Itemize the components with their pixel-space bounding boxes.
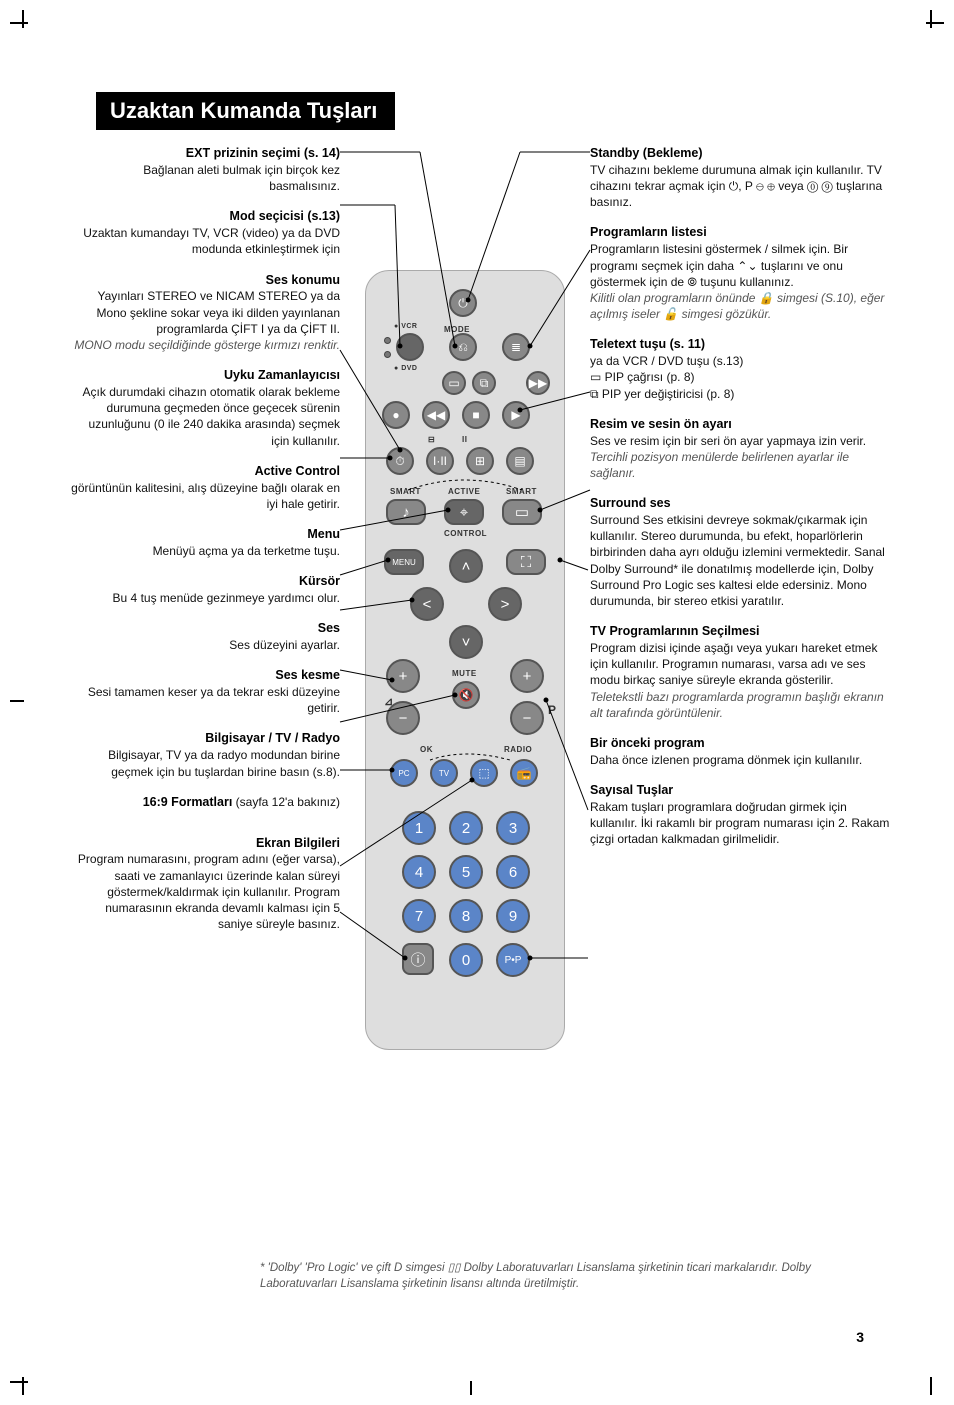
mode-button[interactable]	[396, 333, 424, 361]
smart-l-label: SMART	[390, 487, 421, 496]
key-2[interactable]: 2	[449, 811, 483, 845]
vcr-dot	[384, 337, 391, 344]
p-up[interactable]: +	[510, 659, 544, 693]
radio-label: RADIO	[504, 745, 532, 754]
sect-onceki: Bir önceki programDaha önce izlenen prog…	[590, 735, 890, 768]
left-column: EXT prizinin seçimi (s. 14)Bağlanan alet…	[70, 145, 340, 946]
key-9[interactable]: 9	[496, 899, 530, 933]
vol-label: ⊿	[384, 695, 394, 708]
page-title: Uzaktan Kumanda Tuşları	[96, 92, 395, 130]
vcr-label: ● VCR	[394, 323, 417, 330]
mute-label: MUTE	[452, 669, 477, 678]
mute-button[interactable]: 🔇	[452, 681, 480, 709]
key-0[interactable]: 0	[449, 943, 483, 977]
stop-button[interactable]: ■	[462, 401, 490, 429]
pc-button[interactable]: PC	[390, 759, 418, 787]
teletext-button[interactable]: ⊞	[466, 447, 494, 475]
sect-mode: Mod seçicisi (s.13)Uzaktan kumandayı TV,…	[70, 208, 340, 257]
rec-button[interactable]: ●	[382, 401, 410, 429]
rew-button[interactable]: ◀◀	[422, 401, 450, 429]
sect-ses-konumu: Ses konumuYayınları STEREO ve NICAM STER…	[70, 272, 340, 354]
key-1[interactable]: 1	[402, 811, 436, 845]
list-button[interactable]: ≣	[502, 333, 530, 361]
sect-teletext: Teletext tuşu (s. 11)ya da VCR / DVD tuş…	[590, 336, 890, 401]
sect-bilgisayar: Bilgisayar / TV / RadyoBilgisayar, TV ya…	[70, 730, 340, 779]
tv-button[interactable]: TV	[430, 759, 458, 787]
sect-standby: Standby (Bekleme)TV cihazını bekleme dur…	[590, 145, 890, 210]
sect-program-list: Programların listesiProgramların listesi…	[590, 224, 890, 322]
sect-ekran: Ekran BilgileriProgram numarasını, progr…	[70, 835, 340, 933]
sect-uyku: Uyku ZamanlayıcısıAçık durumdaki cihazın…	[70, 367, 340, 449]
info-button[interactable]: ⓘ	[402, 943, 434, 975]
control-label: CONTROL	[444, 529, 487, 538]
dvd-dot	[384, 351, 391, 358]
right-column: Standby (Bekleme)TV cihazını bekleme dur…	[590, 145, 890, 861]
sect-ext: EXT prizinin seçimi (s. 14)Bağlanan alet…	[70, 145, 340, 194]
sect-sayisal: Sayısal TuşlarRakam tuşları programlara …	[590, 782, 890, 847]
cursor-up[interactable]: ˄	[449, 549, 483, 583]
teletext2-button[interactable]: ▤	[506, 447, 534, 475]
pause-label: II	[462, 435, 467, 444]
key-7[interactable]: 7	[402, 899, 436, 933]
sect-kursor: KürsörBu 4 tuş menüde gezinmeye yardımcı…	[70, 573, 340, 606]
standby-button[interactable]: ⏻	[449, 289, 477, 317]
cursor-right[interactable]: ˃	[488, 587, 522, 621]
sect-resim-sesin: Resim ve sesin ön ayarıSes ve resim için…	[590, 416, 890, 481]
smart-r-label: SMART	[506, 487, 537, 496]
ok-label: OK	[420, 745, 433, 754]
sleep-button[interactable]: ⏱	[386, 447, 414, 475]
cursor-left[interactable]: ˂	[410, 587, 444, 621]
key-4[interactable]: 4	[402, 855, 436, 889]
sect-tv-prog: TV Programlarının SeçilmesiProgram dizis…	[590, 623, 890, 721]
pp-button[interactable]: P•P	[496, 943, 530, 977]
menu-button[interactable]: MENU	[384, 549, 424, 575]
key-3[interactable]: 3	[496, 811, 530, 845]
key-5[interactable]: 5	[449, 855, 483, 889]
footnote: * 'Dolby' 'Pro Logic' ve çift D simgesi …	[260, 1260, 840, 1292]
key-8[interactable]: 8	[449, 899, 483, 933]
sect-ses-kesme: Ses kesmeSesi tamamen keser ya da tekrar…	[70, 667, 340, 716]
text-label: ⊟	[428, 435, 435, 444]
cursor-down[interactable]: ˅	[449, 625, 483, 659]
radio-button[interactable]: 📻	[510, 759, 538, 787]
vol-up[interactable]: +	[386, 659, 420, 693]
sect-menu: MenuMenüyü açma ya da terketme tuşu.	[70, 526, 340, 559]
p-down[interactable]: −	[510, 701, 544, 735]
p-label: P	[548, 703, 557, 717]
pip-button[interactable]: ▭	[442, 371, 466, 395]
active-label: ACTIVE	[448, 487, 480, 496]
ff-button[interactable]: ▶▶	[526, 371, 550, 395]
sect-active-control: Active Controlgörüntünün kalitesini, alı…	[70, 463, 340, 512]
sound-mode-button[interactable]: I·II	[426, 447, 454, 475]
dvd-label: ● DVD	[394, 365, 417, 372]
surround-button[interactable]: ⛶	[506, 549, 546, 575]
remote-control: ⏻ MODE ⎌ ≣ ● VCR ● DVD ● ◀◀ ■ ▶ ▶▶ ▭ ⧉ ⏱…	[365, 270, 565, 1050]
active-control-button[interactable]: ⌖	[444, 499, 484, 525]
page-number: 3	[856, 1329, 864, 1345]
ext-button[interactable]: ⎌	[449, 333, 477, 361]
sect-ses: SesSes düzeyini ayarlar.	[70, 620, 340, 653]
format-button[interactable]: ⬚	[470, 759, 498, 787]
pip-swap-button[interactable]: ⧉	[472, 371, 496, 395]
key-6[interactable]: 6	[496, 855, 530, 889]
smart-picture-button[interactable]: ▭	[502, 499, 542, 525]
sect-format: 16:9 Formatları (sayfa 12'a bakınız)	[70, 794, 340, 811]
sect-surround: Surround sesSurround Ses etkisini devrey…	[590, 495, 890, 609]
smart-sound-button[interactable]: ♪	[386, 499, 426, 525]
play-button[interactable]: ▶	[502, 401, 530, 429]
